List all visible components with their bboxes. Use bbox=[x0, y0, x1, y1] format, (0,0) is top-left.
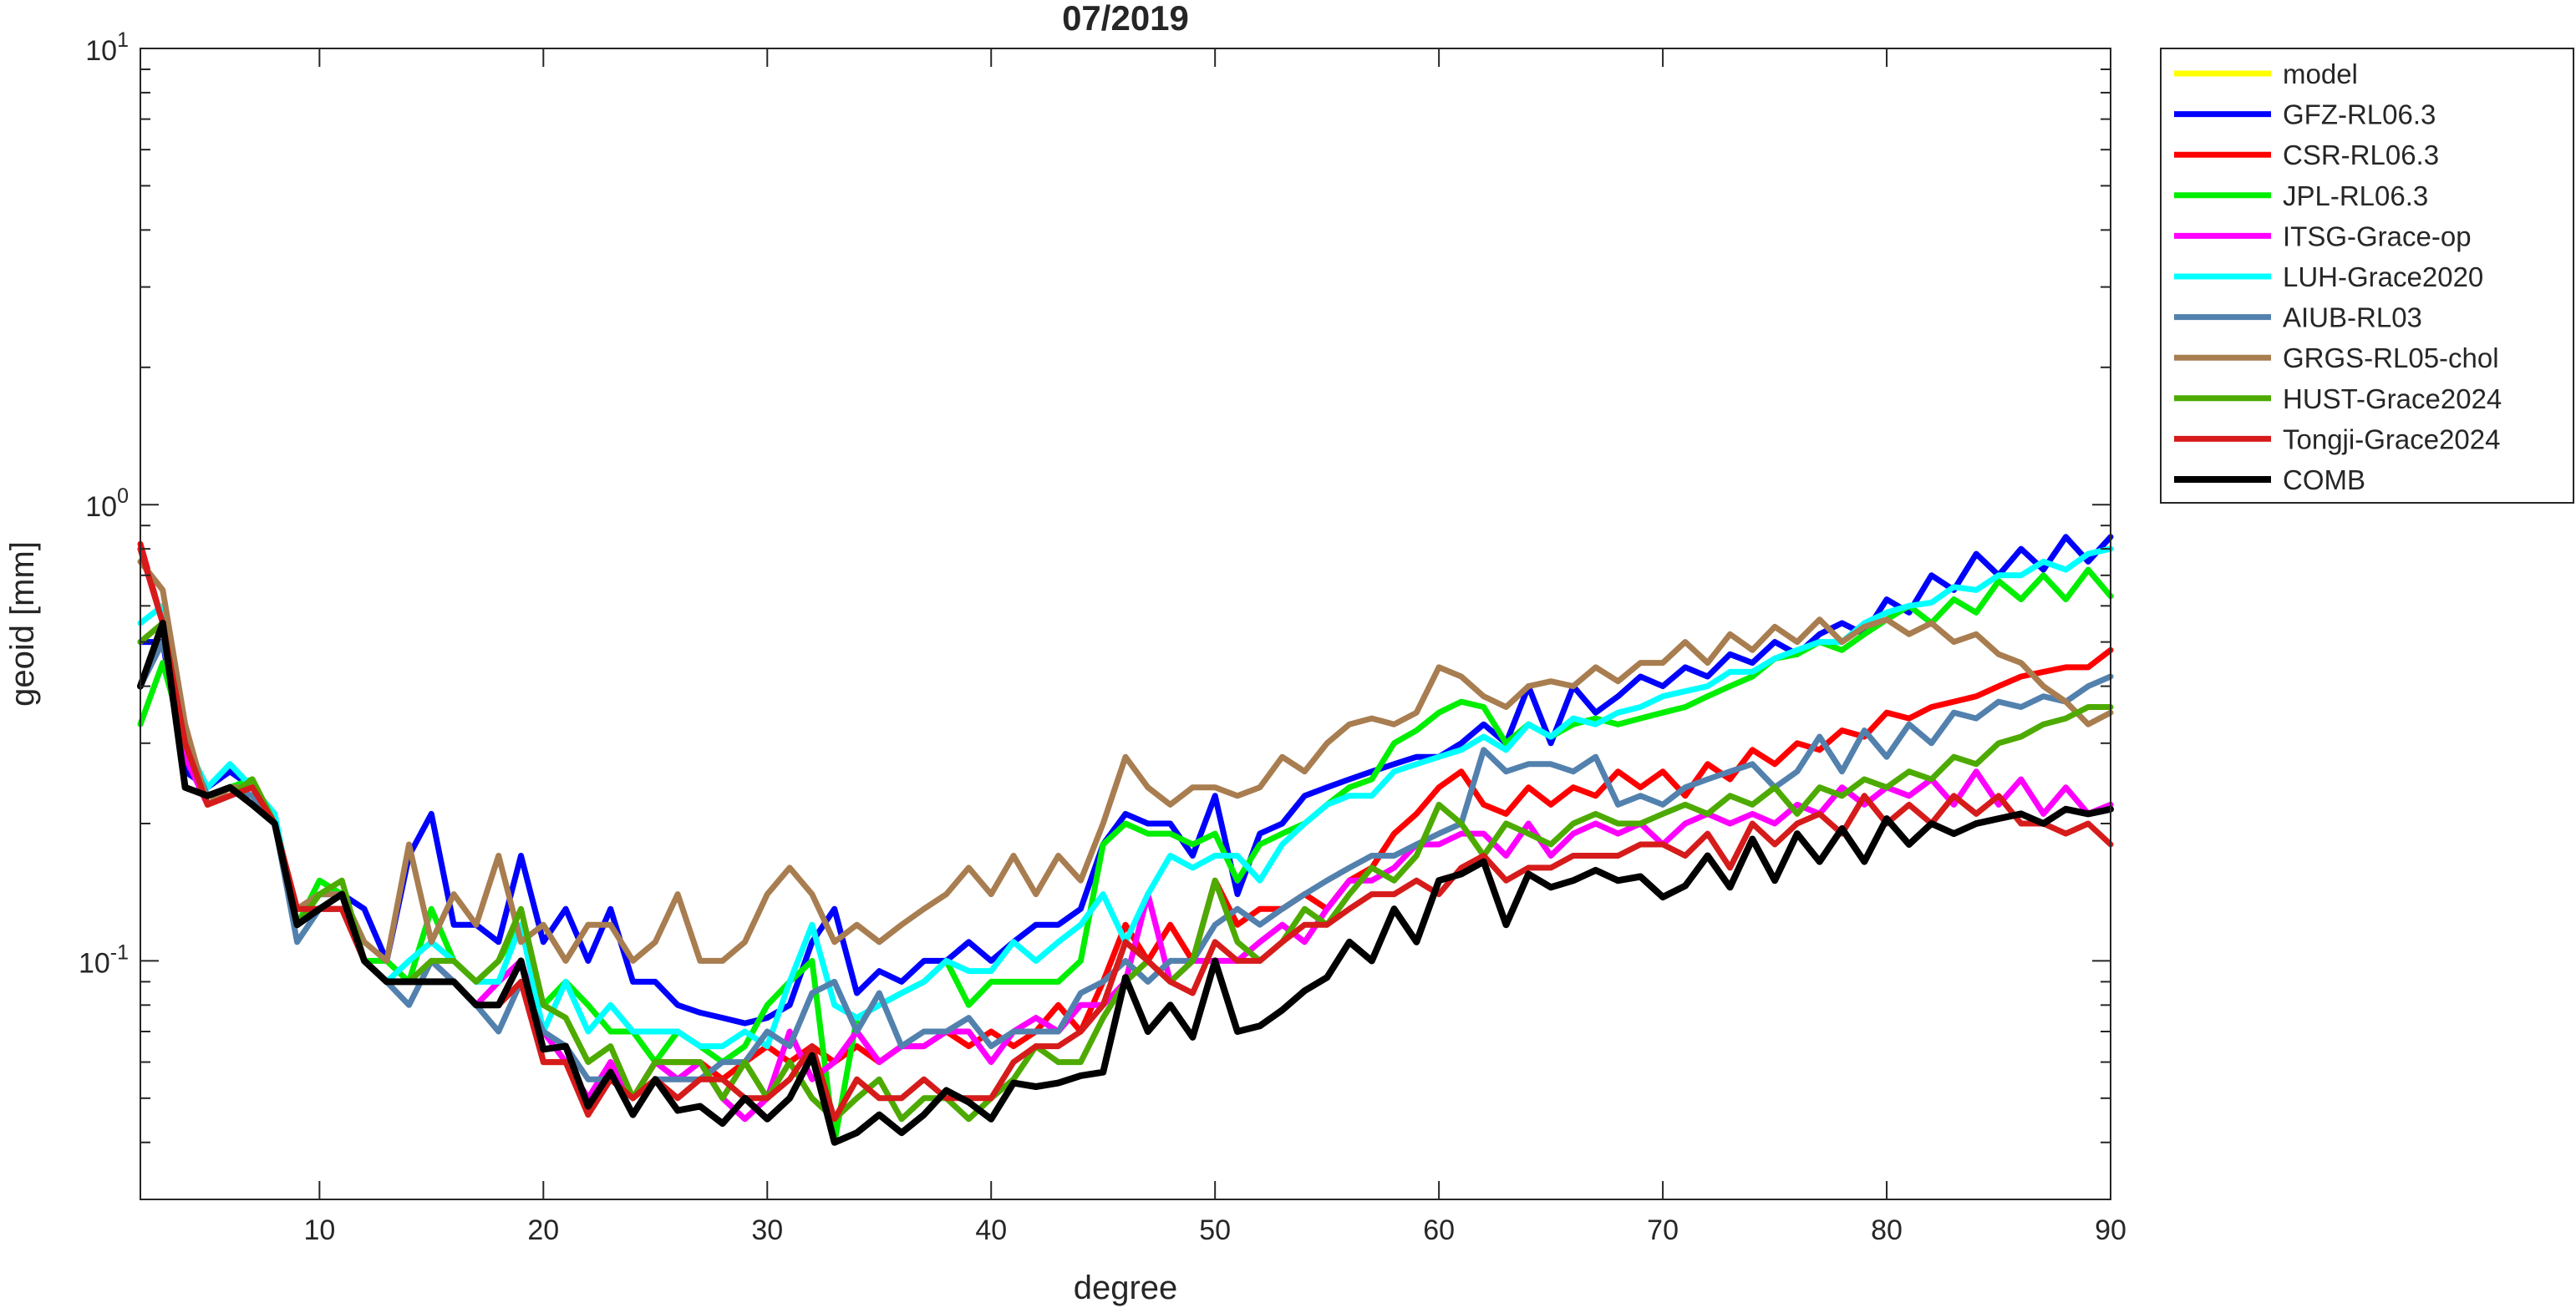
x-tick-label: 40 bbox=[975, 1214, 1007, 1246]
x-tick-label: 20 bbox=[527, 1214, 559, 1246]
plot-frame bbox=[140, 48, 2111, 1200]
y-tick-label: 100 bbox=[85, 484, 129, 523]
legend-label: CSR-RL06.3 bbox=[2283, 139, 2439, 170]
x-axis-label: degree bbox=[1074, 1270, 1178, 1306]
axis-layer: 10 20 30 40 50 60 70 80 90 10-1 100 101 bbox=[79, 28, 2126, 1246]
y-axis-label: geoid [mm] bbox=[4, 541, 41, 707]
legend-label: JPL-RL06.3 bbox=[2283, 180, 2428, 211]
x-tick-label: 30 bbox=[751, 1214, 783, 1246]
x-tick-label: 50 bbox=[1199, 1214, 1231, 1246]
series-line-gfz-rl06-3 bbox=[137, 534, 2114, 1027]
plot-area bbox=[140, 48, 2111, 1199]
legend-label: AIUB-RL03 bbox=[2283, 302, 2422, 333]
legend-label: GFZ-RL06.3 bbox=[2283, 99, 2436, 130]
legend-label: Tongji-Grace2024 bbox=[2283, 423, 2501, 454]
legend-label: GRGS-RL05-chol bbox=[2283, 342, 2499, 373]
chart-title: 07/2019 bbox=[1062, 0, 1189, 38]
x-tick-label: 60 bbox=[1423, 1214, 1455, 1246]
legend-label: HUST-Grace2024 bbox=[2283, 383, 2502, 414]
legend: model GFZ-RL06.3 CSR-RL06.3 JPL-RL06.3 ITSG-… bbox=[2160, 48, 2574, 504]
x-tick-label: 90 bbox=[2095, 1214, 2126, 1246]
legend-label: ITSG-Grace-op bbox=[2283, 221, 2472, 251]
series-line-grgs-rl05-chol bbox=[137, 558, 2114, 964]
legend-label: model bbox=[2283, 58, 2358, 89]
series-layer bbox=[137, 534, 2114, 1146]
series-line-comb bbox=[137, 620, 2114, 1146]
legend-label: COMB bbox=[2283, 464, 2365, 495]
y-tick-label: 101 bbox=[85, 28, 129, 67]
legend-label: LUH-Grace2020 bbox=[2283, 261, 2483, 292]
y-tick-label: 10-1 bbox=[79, 940, 129, 979]
x-tick-label: 10 bbox=[303, 1214, 335, 1246]
x-tick-label: 80 bbox=[1871, 1214, 1903, 1246]
x-tick-label: 70 bbox=[1647, 1214, 1679, 1246]
